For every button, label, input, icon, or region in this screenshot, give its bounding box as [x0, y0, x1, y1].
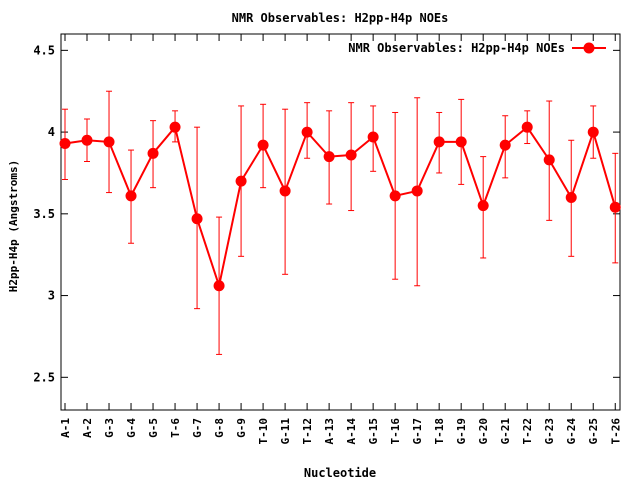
data-point — [345, 149, 357, 161]
x-tick-label: G-7 — [191, 418, 204, 438]
x-tick-label: G-3 — [103, 418, 116, 438]
x-tick-label: T-22 — [521, 418, 534, 445]
series-line — [64, 125, 617, 290]
data-point — [213, 280, 225, 292]
data-point — [235, 175, 247, 187]
data-point — [477, 200, 489, 212]
y-tick-label: 3 — [48, 289, 55, 303]
data-point — [169, 121, 181, 133]
data-point — [191, 213, 203, 225]
x-tick-label: T-6 — [169, 418, 182, 438]
data-point — [543, 154, 555, 166]
data-point — [367, 131, 379, 143]
x-tick-label: G-17 — [411, 418, 424, 445]
x-tick-label: T-18 — [433, 418, 446, 445]
x-tick-label: G-20 — [477, 418, 490, 445]
data-point — [389, 190, 401, 202]
y-tick-label: 4.5 — [33, 43, 55, 57]
y-tick-label: 2.5 — [33, 370, 55, 384]
data-point — [455, 136, 467, 148]
data-point — [565, 191, 577, 203]
data-point — [257, 139, 269, 151]
x-tick-label: T-12 — [301, 418, 314, 445]
x-tick-label: T-10 — [257, 418, 270, 445]
data-point — [59, 138, 71, 150]
legend-marker — [583, 42, 595, 54]
x-tick-label: A-13 — [323, 418, 336, 445]
data-point — [499, 139, 511, 151]
data-point — [147, 147, 159, 159]
legend-label: NMR Observables: H2pp-H4p NOEs — [348, 41, 565, 55]
data-point — [609, 201, 621, 213]
x-tick-label: A-1 — [59, 418, 72, 438]
y-tick-label: 3.5 — [33, 207, 55, 221]
x-tick-label: G-5 — [147, 418, 160, 438]
x-tick-label: G-9 — [235, 418, 248, 438]
x-tick-label: G-19 — [455, 418, 468, 445]
data-point — [103, 136, 115, 148]
x-tick-label: G-11 — [279, 418, 292, 445]
x-tick-label: G-21 — [499, 418, 512, 445]
x-axis-label: Nucleotide — [304, 466, 376, 480]
data-point — [301, 126, 313, 138]
data-point — [411, 185, 423, 197]
x-tick-label: G-15 — [367, 418, 380, 445]
x-tick-label: G-25 — [587, 418, 600, 445]
x-tick-label: A-2 — [81, 418, 94, 438]
data-point — [323, 151, 335, 163]
x-tick-label: T-26 — [609, 418, 622, 445]
data-point — [433, 136, 445, 148]
y-axis-label: H2pp-H4p (Angstroms) — [7, 160, 20, 292]
data-point — [521, 121, 533, 133]
data-point — [125, 190, 137, 202]
x-tick-label: G-4 — [125, 418, 138, 438]
x-tick-label: G-8 — [213, 418, 226, 438]
data-point — [587, 126, 599, 138]
chart-title: NMR Observables: H2pp-H4p NOEs — [232, 11, 449, 25]
x-tick-label: A-14 — [345, 418, 358, 445]
x-tick-label: G-24 — [565, 418, 578, 445]
data-point — [81, 134, 93, 146]
legend: NMR Observables: H2pp-H4p NOEs — [348, 41, 606, 55]
data-point — [279, 185, 291, 197]
plot-frame — [60, 33, 621, 411]
x-tick-label: G-23 — [543, 418, 556, 445]
x-tick-label: T-16 — [389, 418, 402, 445]
y-tick-label: 4 — [48, 125, 55, 139]
